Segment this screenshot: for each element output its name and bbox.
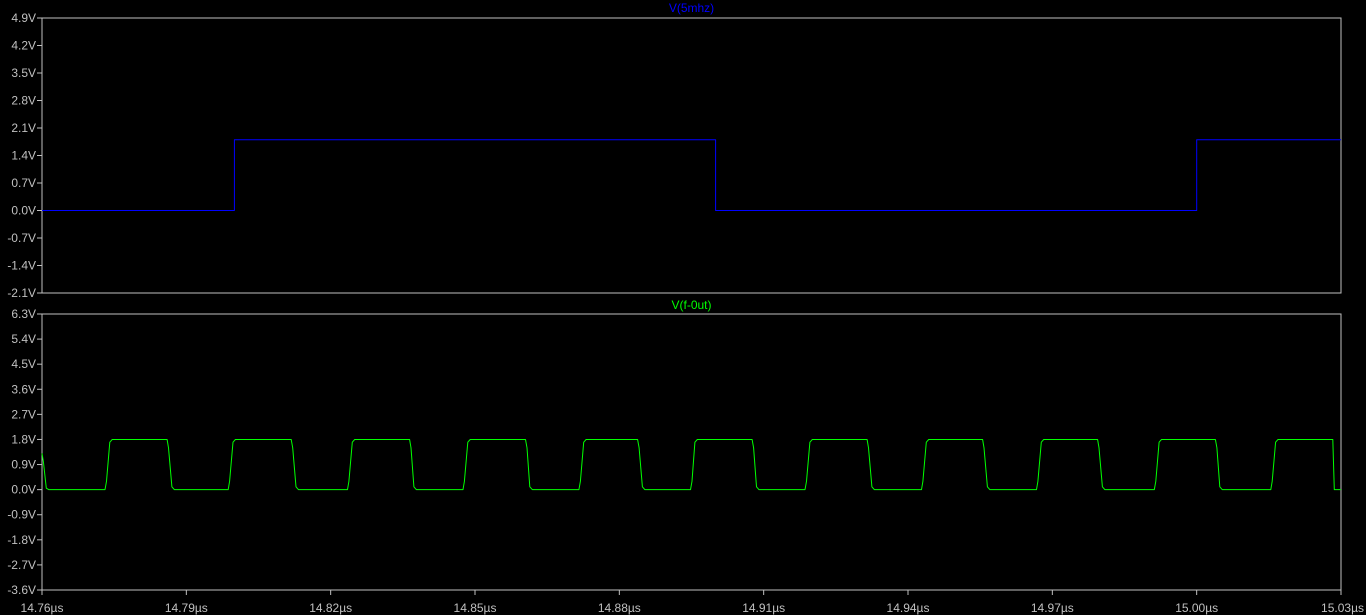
time-axis: 14.76µs 14.79µs 14.82µs 14.85µs 14.88µs 14.91… [21, 590, 1364, 615]
plot-frame [41, 17, 1342, 294]
y-tick-label: -2.7V [7, 558, 36, 572]
y-tick-label: 0.9V [11, 458, 36, 472]
y-tick-label: 0.0V [11, 483, 36, 497]
x-tick-label: 14.91µs [742, 601, 785, 615]
trace-line[interactable] [41, 439, 1341, 491]
top-plot-pane[interactable]: V(5mhz) 4.9V 4.2V 3.5V 2.8V 2.1V 1.4V 0.7V 0.0V -… [7, 1, 1342, 300]
y-tick-label: 1.8V [11, 432, 36, 446]
y-tick-label: 4.5V [11, 357, 36, 371]
y-tick-label: 4.9V [11, 11, 36, 25]
x-tick-label: 14.94µs [887, 601, 930, 615]
trace-title[interactable]: V(5mhz) [669, 1, 714, 15]
y-tick-label: 3.5V [11, 66, 36, 80]
bottom-plot-pane[interactable]: V(f-0ut) 6.3V 5.4V 4.5V 3.6V 2.7V 1.8V 0.9V 0.0V… [7, 298, 1342, 597]
y-tick-label: 2.7V [11, 407, 36, 421]
y-tick-label: 0.7V [11, 176, 36, 190]
y-tick-label: -0.9V [7, 508, 36, 522]
x-tick-label: 14.79µs [165, 601, 208, 615]
x-tick-label: 15.00µs [1175, 601, 1218, 615]
y-tick-label: -2.1V [7, 286, 36, 300]
y-tick-label: 3.6V [11, 382, 36, 396]
y-tick-label: 2.8V [11, 94, 36, 108]
x-tick-label: 14.82µs [309, 601, 352, 615]
y-tick-label: -1.4V [7, 259, 36, 273]
trace-title[interactable]: V(f-0ut) [671, 298, 711, 312]
x-tick-label: 14.85µs [454, 601, 497, 615]
y-tick-label: 1.4V [11, 149, 36, 163]
x-tick-label: 14.76µs [21, 601, 64, 615]
trace-line[interactable] [42, 139, 1341, 211]
x-tick-label: 14.88µs [598, 601, 641, 615]
y-tick-label: -3.6V [7, 583, 36, 597]
y-tick-label: -0.7V [7, 231, 36, 245]
y-tick-label: 2.1V [11, 121, 36, 135]
y-tick-label: 5.4V [11, 332, 36, 346]
x-tick-label: 14.97µs [1031, 601, 1074, 615]
y-tick-label: 6.3V [11, 307, 36, 321]
y-tick-label: 0.0V [11, 204, 36, 218]
x-tick-label: 15.03µs [1321, 601, 1364, 615]
plot-frame [41, 313, 1342, 591]
y-tick-label: -1.8V [7, 533, 36, 547]
y-tick-label: 4.2V [11, 39, 36, 53]
